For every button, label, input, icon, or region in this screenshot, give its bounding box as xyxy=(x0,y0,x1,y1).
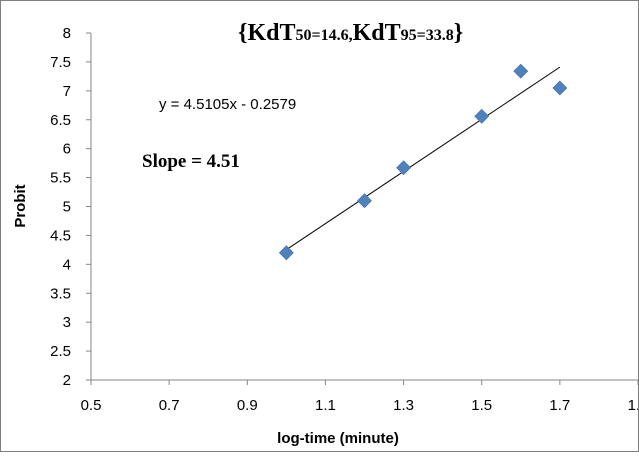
data-point xyxy=(396,160,411,176)
y-axis-title: Probit xyxy=(12,184,29,227)
y-tick-label: 3.5 xyxy=(50,285,71,302)
data-point xyxy=(552,80,568,96)
trendline-layer xyxy=(286,66,561,251)
y-tick-label: 7.5 xyxy=(50,54,71,71)
title-open-brace: { xyxy=(238,20,247,46)
slope-annotation: Slope = 4.51 xyxy=(142,151,240,172)
y-ticks: 2 2.5 3 3.5 4 4.5 5 5.5 6 6.5 7 7.5 8 xyxy=(50,25,91,389)
x-tick-label: 1.5 xyxy=(471,397,492,414)
title-kdt50-value: =14.6, xyxy=(312,27,353,44)
y-tick-label: 3 xyxy=(63,314,71,331)
title-kdt95-subscript: 95 xyxy=(401,27,417,44)
x-axis-title: log-time (minute) xyxy=(277,430,399,447)
chart-title: {KdT50=14.6,KdT95=33.8} xyxy=(238,20,463,46)
y-tick-label: 6 xyxy=(63,141,71,158)
y-tick-label: 8 xyxy=(63,25,71,42)
y-tick-label: 2 xyxy=(63,372,71,389)
data-points xyxy=(278,63,568,261)
data-point xyxy=(357,193,372,209)
data-point xyxy=(278,245,294,261)
x-tick-label: 0.5 xyxy=(81,397,102,414)
title-kdt50-label: KdT xyxy=(247,20,295,46)
x-tick-label: 1.1 xyxy=(315,397,336,414)
title-kdt95-value: =33.8 xyxy=(417,27,454,44)
x-tick-label: 0.9 xyxy=(237,397,258,414)
y-tick-label: 5.5 xyxy=(50,170,71,187)
x-tick-label: 1.9 xyxy=(628,397,638,414)
y-tick-label: 6.5 xyxy=(50,112,71,129)
title-close-brace: } xyxy=(454,20,463,46)
x-ticks: 0.5 0.7 0.9 1.1 1.3 1.5 1.7 1.9 xyxy=(81,380,639,414)
y-tick-label: 2.5 xyxy=(50,343,71,360)
x-tick-label: 0.7 xyxy=(159,397,180,414)
y-tick-label: 4 xyxy=(63,256,71,273)
title-kdt50-subscript: 50 xyxy=(296,27,312,44)
data-point xyxy=(513,63,529,79)
x-tick-label: 1.3 xyxy=(393,397,414,414)
x-tick-label: 1.7 xyxy=(549,397,570,414)
trendline xyxy=(286,66,561,251)
y-tick-label: 7 xyxy=(63,83,71,100)
data-point xyxy=(474,108,490,124)
title-kdt95-label: KdT xyxy=(353,20,401,46)
trendline-equation: y = 4.5105x - 0.2579 xyxy=(159,96,296,113)
y-tick-label: 5 xyxy=(63,199,71,216)
y-tick-label: 4.5 xyxy=(50,227,71,244)
